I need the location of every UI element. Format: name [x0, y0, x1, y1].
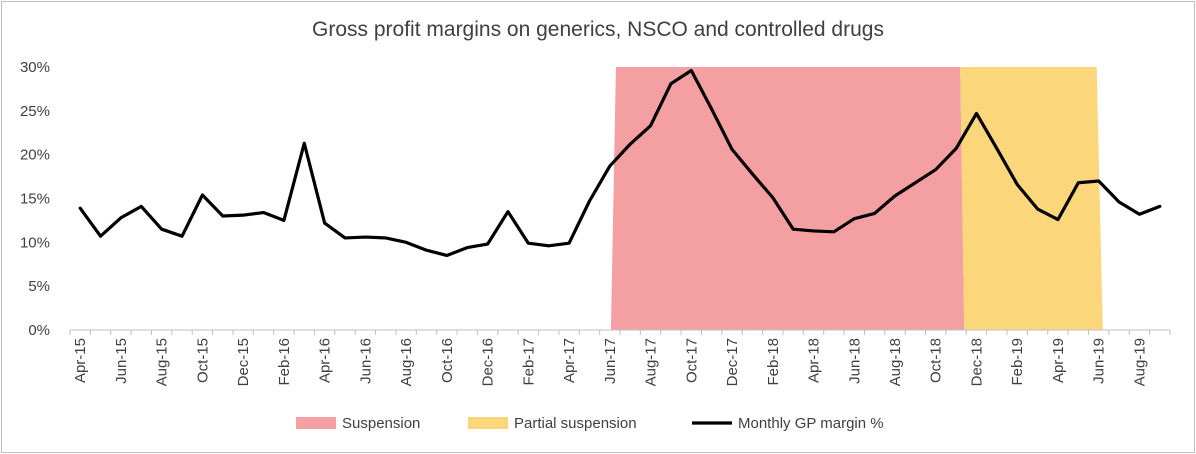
x-tick-label: Aug-16: [398, 338, 415, 386]
legend-label: Suspension: [342, 415, 420, 432]
x-tick-label: Oct-18: [928, 338, 945, 383]
x-tick-label: Oct-16: [439, 338, 456, 383]
x-tick-label: Feb-18: [765, 338, 782, 386]
series-line-monthly-gp-margin: [78, 68, 1162, 258]
x-tick-label: Apr-15: [72, 338, 89, 383]
x-tick-label: Apr-17: [561, 338, 578, 383]
x-tick-label: Apr-19: [1050, 338, 1067, 383]
y-tick-label: 0%: [28, 322, 50, 339]
y-tick-label: 5%: [28, 278, 50, 295]
x-tick-label: Jun-18: [846, 338, 863, 384]
legend-swatch: [296, 417, 336, 429]
x-tick-label: Jun-17: [602, 338, 619, 384]
band-suspension: [610, 67, 965, 330]
y-tick-label: 20%: [20, 147, 50, 164]
x-tick-label: Dec-16: [480, 338, 497, 386]
x-tick-label: Jun-19: [1091, 338, 1108, 384]
x-tick-label: Aug-19: [1131, 338, 1148, 386]
band-partial-suspension: [960, 67, 1103, 330]
x-tick-label: Dec-18: [968, 338, 985, 386]
x-tick-label: Jun-16: [357, 338, 374, 384]
x-tick-label: Feb-19: [1009, 338, 1026, 386]
y-tick-label: 10%: [20, 234, 50, 251]
x-tick-label: Aug-17: [643, 338, 660, 386]
x-tick-label: Aug-18: [887, 338, 904, 386]
x-tick-label: Apr-18: [806, 338, 823, 383]
legend-label: Partial suspension: [514, 415, 637, 432]
x-tick-label: Oct-17: [683, 338, 700, 383]
x-tick-label: Jun-15: [113, 338, 130, 384]
shaded-bands: [610, 67, 1103, 330]
legend: Suspension Partial suspension Monthly GP m…: [296, 415, 884, 432]
x-tick-label: Feb-16: [276, 338, 293, 386]
x-axis: Apr-15 Jun-15 Aug-15 Oct-15 Dec-15 Feb-16 Apr-…: [69, 329, 1171, 386]
x-tick-label: Apr-16: [317, 338, 334, 383]
x-tick-label: Dec-15: [235, 338, 252, 386]
y-tick-label: 25%: [20, 103, 50, 120]
x-tick-label: Oct-15: [194, 338, 211, 383]
chart-title: Gross profit margins on generics, NSCO a…: [312, 18, 884, 41]
series-layer: [78, 68, 1162, 258]
x-tick-label: Feb-17: [520, 338, 537, 386]
legend-swatch: [468, 417, 508, 429]
x-tick-label: Dec-17: [724, 338, 741, 386]
legend-label: Monthly GP margin %: [738, 415, 884, 432]
y-axis: 0% 5% 10% 15% 20% 25% 30%: [20, 59, 50, 339]
y-tick-label: 30%: [20, 59, 50, 76]
y-tick-label: 15%: [20, 191, 50, 208]
x-tick-label: Aug-15: [154, 338, 171, 386]
